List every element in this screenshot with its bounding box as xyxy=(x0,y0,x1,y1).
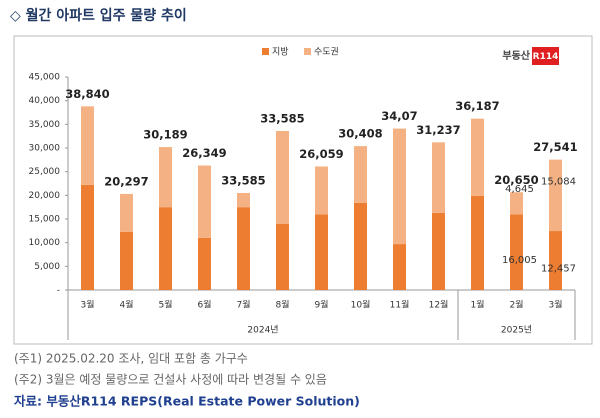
bar-segment xyxy=(510,192,523,215)
bar-segment xyxy=(393,128,406,245)
x-tick-label: 1월 xyxy=(470,299,484,311)
value-label: 12,457 xyxy=(541,264,576,275)
legend-label: 지방 xyxy=(272,47,289,58)
bar-segment xyxy=(315,214,328,290)
total-label: 20,297 xyxy=(104,174,148,188)
value-label: 16,005 xyxy=(502,255,537,266)
bar-segment xyxy=(510,214,523,290)
total-label: 27,541 xyxy=(533,140,577,154)
x-tick-label: 4월 xyxy=(119,299,133,311)
bar-segment xyxy=(432,212,445,290)
x-tick-label: 3월 xyxy=(548,299,562,311)
y-tick-label: 15,000 xyxy=(29,215,61,225)
y-tick-label: 40,000 xyxy=(29,96,61,106)
logo-badge xyxy=(532,47,559,65)
bar-segment xyxy=(471,195,484,290)
note: (주1) 2025.02.20 조사, 임대 포함 총 가구수 xyxy=(14,352,248,366)
note: (주2) 3월은 예정 물량으로 건설사 사정에 따라 변경될 수 있음 xyxy=(14,373,327,387)
bar-segment xyxy=(237,207,250,290)
bar-segment xyxy=(198,165,211,238)
x-tick-label: 3월 xyxy=(80,299,94,311)
x-tick-label: 9월 xyxy=(314,299,328,311)
total-label: 34,07 xyxy=(381,109,417,123)
source: 자료: 부동산R114 REPS(Real Estate Power Solut… xyxy=(14,394,360,409)
bar-segment xyxy=(549,231,562,290)
value-label: 15,084 xyxy=(541,176,576,187)
x-tick-label: 8월 xyxy=(275,299,289,311)
x-tick-label: 2월 xyxy=(509,299,523,311)
group-label: 2025년 xyxy=(501,325,532,336)
y-tick-label: 35,000 xyxy=(29,120,61,130)
total-label: 26,349 xyxy=(182,146,226,160)
total-label: 30,189 xyxy=(143,128,187,142)
bar-segment xyxy=(237,192,250,208)
y-tick-label: - xyxy=(57,286,60,296)
bar-segment xyxy=(315,166,328,215)
bar-segment xyxy=(432,142,445,213)
bar-segment xyxy=(393,244,406,290)
total-label: 30,408 xyxy=(338,127,382,141)
chart-frame xyxy=(13,35,593,345)
total-label: 38,840 xyxy=(65,87,109,101)
y-tick-label: 5,000 xyxy=(34,262,60,272)
legend-swatch xyxy=(262,48,269,55)
bar-segment xyxy=(120,231,133,290)
bar-segment xyxy=(81,184,94,290)
logo-badge-text: R114 xyxy=(533,52,559,62)
value-label: 4,645 xyxy=(505,184,534,195)
x-tick-label: 5월 xyxy=(158,299,172,311)
legend-swatch xyxy=(304,48,311,55)
x-tick-label: 10월 xyxy=(351,299,371,311)
total-label: 36,187 xyxy=(455,99,499,113)
y-tick-label: 30,000 xyxy=(29,144,61,154)
total-label: 20,650 xyxy=(494,173,538,187)
bar-segment xyxy=(471,118,484,196)
bar-segment xyxy=(159,147,172,208)
y-tick-label: 10,000 xyxy=(29,238,61,248)
bar-segment xyxy=(549,159,562,232)
bar-segment xyxy=(159,207,172,290)
total-label: 33,585 xyxy=(260,111,304,125)
x-tick-label: 6월 xyxy=(197,299,211,311)
y-tick-label: 45,000 xyxy=(29,73,61,83)
y-tick-label: 20,000 xyxy=(29,191,61,201)
bar-segment xyxy=(120,193,133,232)
total-label: 26,059 xyxy=(299,147,343,161)
x-tick-label: 7월 xyxy=(236,299,250,311)
x-tick-label: 12월 xyxy=(429,299,449,311)
y-tick-label: 25,000 xyxy=(29,167,61,177)
bar-segment xyxy=(198,237,211,290)
x-tick-label: 11월 xyxy=(390,299,410,311)
bar-segment xyxy=(354,202,367,290)
total-label: 33,585 xyxy=(221,173,265,187)
logo-text: 부동산 xyxy=(502,49,530,62)
group-label: 2024년 xyxy=(247,325,278,336)
total-label: 31,237 xyxy=(416,123,460,137)
bar-segment xyxy=(81,106,94,185)
bar-segment xyxy=(276,223,289,290)
bar-segment xyxy=(276,130,289,224)
chart-title: ◇ 월간 아파트 입주 물량 추이 xyxy=(10,7,187,24)
legend-label: 수도권 xyxy=(314,46,339,58)
bar-segment xyxy=(354,146,367,203)
